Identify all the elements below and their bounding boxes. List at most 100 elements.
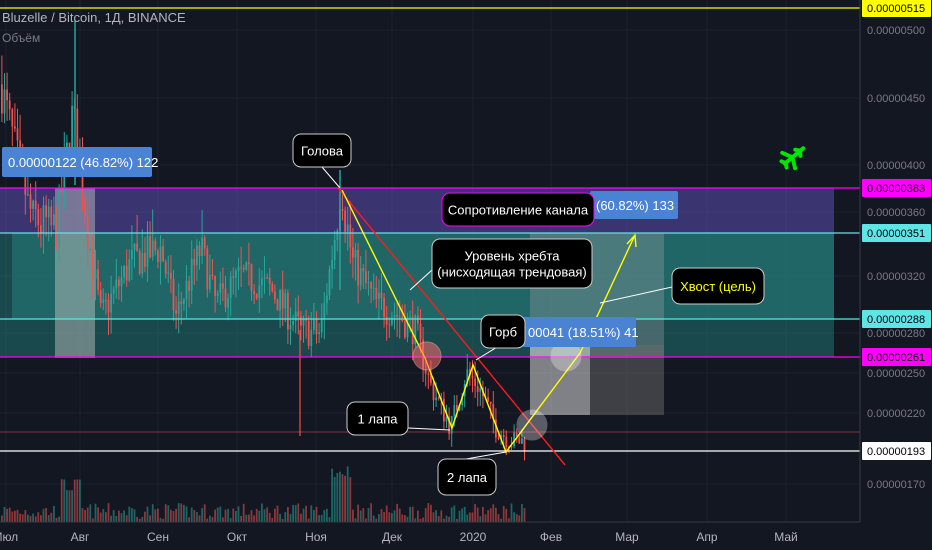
candle-body bbox=[287, 293, 289, 330]
volume-bar bbox=[263, 509, 266, 522]
candle-body bbox=[131, 249, 133, 260]
volume-bar bbox=[437, 516, 440, 522]
volume-bar bbox=[440, 510, 443, 522]
candle-body bbox=[188, 280, 190, 291]
volume-bar bbox=[414, 518, 417, 522]
volume-bar bbox=[388, 512, 391, 522]
candle-body bbox=[443, 399, 445, 422]
time-axis-background bbox=[0, 522, 932, 550]
volume-bar bbox=[105, 512, 107, 522]
candle-body bbox=[37, 209, 40, 226]
candle-body bbox=[94, 269, 97, 280]
candle-body bbox=[196, 245, 198, 266]
volume-bar bbox=[469, 512, 471, 522]
volume-bar bbox=[81, 508, 84, 522]
candle-body bbox=[248, 262, 250, 265]
volume-bar bbox=[229, 518, 232, 522]
candle-body bbox=[393, 315, 396, 318]
annotation-box-leg1 bbox=[346, 401, 409, 436]
volume-bar bbox=[177, 503, 180, 522]
volume-bar bbox=[427, 503, 430, 522]
x-tick-label: Июл bbox=[0, 530, 18, 544]
candle-body bbox=[242, 268, 245, 270]
candle-body bbox=[297, 311, 300, 317]
volume-bar bbox=[185, 506, 188, 522]
volume-bar bbox=[118, 510, 120, 522]
callout-pointer bbox=[321, 166, 341, 189]
volume-bar bbox=[297, 503, 300, 522]
volume-bar bbox=[380, 509, 383, 522]
candle-body bbox=[461, 396, 463, 406]
measurement-label: 00041 (18.51%) 41 bbox=[528, 325, 639, 340]
volume-bar bbox=[393, 510, 396, 522]
volume-bar bbox=[112, 510, 115, 522]
candle-body bbox=[323, 303, 326, 319]
volume-bar bbox=[128, 506, 131, 522]
volume-bar bbox=[242, 503, 245, 522]
arrow-head bbox=[626, 233, 637, 248]
volume-bar bbox=[6, 508, 8, 522]
candle-body bbox=[523, 438, 526, 451]
candle-body bbox=[32, 200, 34, 209]
candle-body bbox=[471, 375, 474, 379]
candle-body bbox=[518, 436, 521, 444]
annotation-head: Голова bbox=[301, 144, 344, 159]
volume-bar bbox=[310, 505, 313, 522]
volume-bar bbox=[331, 468, 333, 522]
candle-body bbox=[510, 446, 513, 448]
volume-bar bbox=[53, 505, 55, 522]
candle-body bbox=[502, 434, 505, 437]
volume-bar bbox=[307, 518, 310, 522]
volume-bar bbox=[162, 518, 164, 522]
candle-body bbox=[53, 214, 55, 226]
candle-body bbox=[229, 276, 232, 299]
volume-bar bbox=[8, 507, 11, 522]
volume-bar bbox=[357, 504, 359, 522]
candle-body bbox=[8, 100, 11, 110]
candle-body bbox=[183, 299, 185, 304]
volume-bar bbox=[227, 508, 229, 522]
volume-bar bbox=[518, 515, 521, 522]
x-tick-label: Сен bbox=[147, 530, 169, 544]
candle-body bbox=[300, 316, 302, 326]
volume-bar bbox=[73, 479, 76, 522]
volume-bar bbox=[237, 506, 240, 522]
candle-body bbox=[19, 140, 21, 153]
measurement-label-box bbox=[590, 191, 678, 219]
volume-bar bbox=[235, 510, 237, 522]
volume-bar bbox=[463, 506, 466, 522]
candle-body bbox=[310, 329, 313, 346]
candle-body bbox=[97, 269, 99, 291]
volume-bar bbox=[66, 490, 68, 522]
volume-bar bbox=[419, 518, 422, 522]
candle-body bbox=[333, 240, 336, 261]
volume-bar bbox=[37, 512, 40, 522]
x-tick-label: Ноя bbox=[305, 530, 327, 544]
callout-pointer bbox=[407, 427, 451, 431]
volume-bar bbox=[367, 507, 370, 522]
price-level-tag bbox=[862, 0, 931, 17]
volume-bar bbox=[21, 514, 24, 522]
volume-bar bbox=[136, 516, 138, 522]
candle-body bbox=[185, 280, 188, 300]
volume-bar bbox=[32, 513, 34, 522]
volume-bar bbox=[289, 513, 292, 522]
measurement-label-box bbox=[522, 317, 636, 347]
candle-body bbox=[253, 291, 255, 295]
volume-bar bbox=[281, 518, 284, 522]
candle-body bbox=[505, 436, 508, 448]
volume-bar bbox=[401, 514, 404, 522]
volume-bar bbox=[453, 505, 456, 522]
candle-body bbox=[110, 293, 112, 313]
y-tick-label: 0.00000220 bbox=[867, 408, 925, 420]
candle-body bbox=[479, 387, 482, 392]
candle-body bbox=[47, 206, 50, 218]
candle-body bbox=[489, 401, 492, 405]
volume-bar bbox=[245, 514, 248, 522]
candle-body bbox=[6, 89, 8, 101]
candle-body bbox=[513, 432, 515, 447]
candle-body bbox=[268, 277, 271, 285]
candle-body bbox=[372, 287, 375, 289]
volume-bar bbox=[333, 476, 336, 522]
